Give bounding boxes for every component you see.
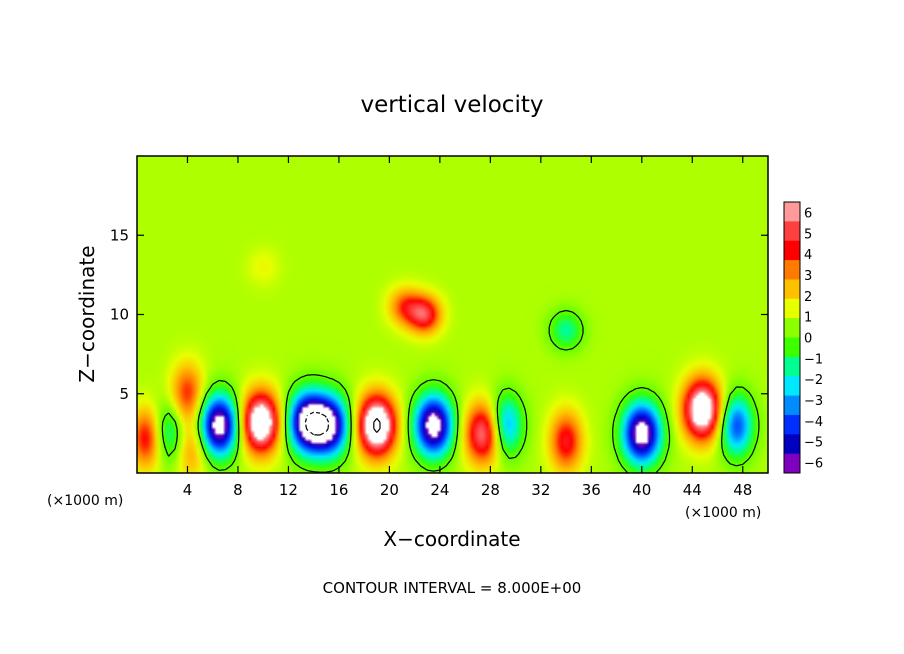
colorbar-tick-label: −4 [804,415,823,430]
x-tick-label: 16 [329,481,348,499]
colorbar-swatch [784,414,800,435]
x-axis-label: X−coordinate [383,527,520,551]
y-tick-label: 10 [110,306,129,324]
contour-level-0 [161,309,760,474]
colorbar-swatch [784,260,800,280]
colorbar-tick-label: −2 [804,373,823,388]
colorbar-tick-label: 4 [804,248,812,263]
colorbar-swatch [784,298,800,319]
colorbar-tick-label: −5 [804,436,823,451]
colorbar: 6 5 4 3 2 1 0 −1 −2 −3 −4 −5 −6 [783,201,823,474]
x-tick-label: 24 [430,481,449,499]
y-tick-label: 15 [110,226,129,244]
x-tick-label: 32 [531,481,550,499]
velocity-field-image [137,156,768,473]
colorbar-tick-label: −1 [804,352,823,367]
colorbar-swatch [784,395,800,416]
x-tick-label: 12 [279,481,298,499]
colorbar-tick-label: 1 [804,311,812,326]
colorbar-tick-label: 0 [804,332,812,347]
x-units-note-right: (×1000 m) [685,505,761,521]
contour-interval-footer: CONTOUR INTERVAL = 8.000E+00 [323,579,582,597]
colorbar-tick-label: −6 [804,457,823,472]
colorbar-swatch [784,337,800,358]
colorbar-tick-label: −3 [804,394,823,409]
contour-lines [161,309,760,474]
y-tick-label: 5 [119,385,129,403]
y-ticks: 5 10 15 [110,226,768,403]
colorbar-swatch [784,434,800,455]
colorbar-swatch [784,202,800,222]
x-tick-label: 20 [380,481,399,499]
x-tick-label: 44 [683,481,702,499]
contour-level-neg8 [304,411,330,436]
colorbar-swatch [784,376,800,397]
colorbar-swatch [784,356,800,377]
x-ticks: 4 8 12 16 20 24 28 32 36 40 44 48 [183,156,752,499]
x-tick-label: 48 [733,481,752,499]
colorbar-frame [783,201,801,474]
colorbar-tick-label: 5 [804,227,812,242]
colorbar-tick-label: 6 [804,206,812,221]
x-tick-label: 8 [233,481,243,499]
x-units-note-left: (×1000 m) [47,493,123,509]
colorbar-swatch [784,453,800,474]
x-tick-label: 4 [183,481,193,499]
y-axis-label: Z−coordinate [75,245,99,382]
colorbar-tick-label: 3 [804,269,812,284]
colorbar-swatch [784,318,800,338]
colorbar-swatch [784,279,800,300]
colorbar-swatch [784,240,800,261]
colorbar-swatch [784,221,800,242]
contour-level-8 [373,418,381,433]
chart-title: vertical velocity [361,92,544,118]
x-tick-label: 40 [632,481,651,499]
x-tick-label: 28 [481,481,500,499]
x-tick-label: 36 [582,481,601,499]
colorbar-tick-label: 2 [804,290,812,305]
